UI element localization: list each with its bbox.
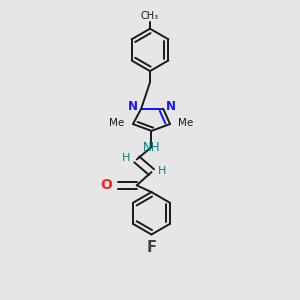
Text: H: H (158, 166, 166, 176)
Text: N: N (128, 100, 138, 113)
Text: Me: Me (110, 118, 125, 128)
Text: O: O (100, 178, 112, 192)
Text: N: N (166, 100, 176, 113)
Text: H: H (122, 153, 130, 163)
Text: CH₃: CH₃ (141, 11, 159, 21)
Text: NH: NH (143, 141, 160, 154)
Text: F: F (146, 240, 157, 255)
Text: Me: Me (178, 118, 194, 128)
